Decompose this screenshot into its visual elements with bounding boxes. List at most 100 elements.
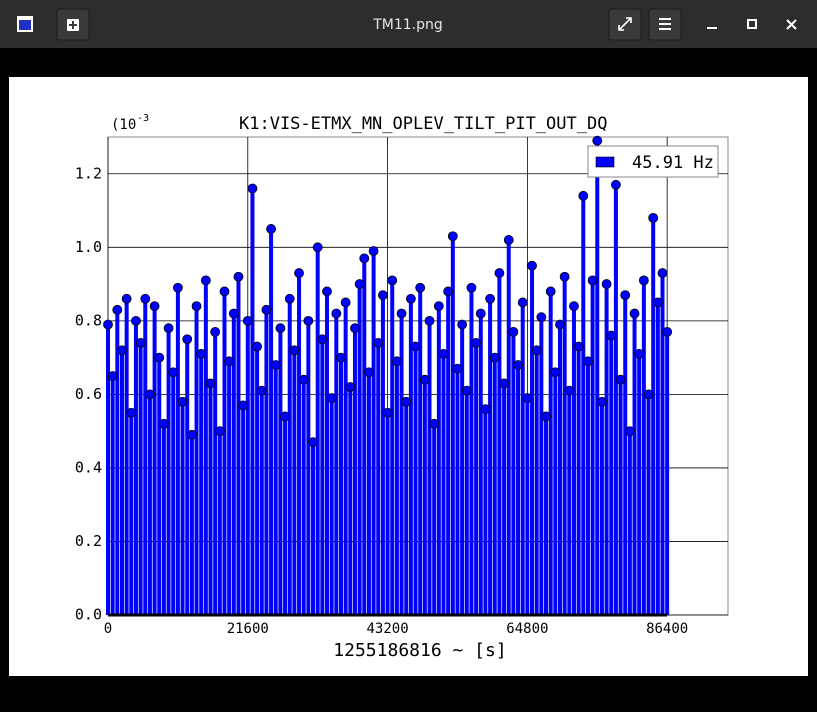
close-button[interactable] (786, 19, 797, 30)
stem-marker (186, 429, 197, 440)
stem-marker (238, 400, 249, 411)
stem-marker (340, 297, 351, 308)
plot (103, 135, 728, 617)
stem-marker (569, 301, 579, 312)
stem-marker (168, 367, 179, 378)
stem-marker (242, 315, 253, 326)
stem-marker (261, 304, 272, 315)
stem-marker (457, 319, 468, 330)
stem-marker (284, 293, 295, 304)
stem-marker (177, 396, 188, 407)
stem-marker (638, 275, 649, 286)
stem-marker (662, 326, 673, 337)
stem-marker (112, 304, 123, 315)
y-multiplier: (10 (111, 117, 136, 133)
stem-marker (252, 341, 263, 352)
stem-marker (597, 396, 607, 407)
stem-marker (354, 279, 365, 289)
stem-marker (219, 286, 230, 297)
stem-marker (159, 418, 169, 429)
stem-marker (541, 411, 551, 422)
stem-marker (196, 349, 207, 359)
stem-marker (587, 275, 598, 286)
stem-marker (382, 407, 393, 418)
stem-marker (233, 271, 244, 282)
stem-marker (172, 282, 183, 293)
stem-marker (620, 290, 631, 301)
stem-marker (573, 341, 584, 352)
stem-marker (107, 371, 118, 381)
stem-marker (214, 426, 225, 437)
stem-marker (322, 286, 332, 297)
stem-marker (424, 315, 435, 326)
stem-marker (140, 293, 151, 304)
stem-marker (415, 282, 426, 293)
stem-marker (191, 301, 202, 312)
stem-marker (373, 338, 384, 348)
stem-marker (396, 308, 407, 319)
stem-marker (266, 224, 276, 234)
stem-marker (336, 352, 346, 363)
stem-marker (289, 345, 300, 356)
stem-marker (559, 271, 570, 282)
maximize-button[interactable] (747, 19, 757, 29)
y-tick-label: 0.6 (75, 385, 102, 403)
y-tick-label: 0.8 (75, 311, 102, 329)
y-multiplier-exponent: -3 (137, 113, 149, 124)
stem-marker (308, 437, 318, 448)
stem-marker (494, 268, 505, 278)
stem-marker (298, 374, 309, 385)
stem-marker (499, 378, 509, 389)
stem-marker (522, 393, 533, 403)
stem-marker (182, 334, 193, 345)
stem-marker (517, 297, 528, 308)
stem-marker (545, 286, 556, 297)
stem-marker (345, 382, 356, 392)
stem-marker (200, 275, 211, 286)
stem-marker (485, 293, 495, 304)
stem-marker (145, 389, 155, 400)
x-tick-label: 43200 (367, 621, 409, 637)
stem-marker (615, 374, 626, 385)
stem-marker (433, 301, 444, 312)
app-icon (17, 16, 33, 32)
stem-marker (131, 315, 141, 326)
stem-marker (657, 268, 668, 278)
stem-marker (555, 319, 565, 330)
stem-marker (121, 293, 132, 304)
stem-marker (466, 282, 477, 293)
x-tick-label: 21600 (227, 621, 269, 637)
legend: 45.91 Hz (587, 145, 719, 178)
stem-marker (410, 341, 421, 352)
stem-marker (461, 385, 472, 396)
x-tick-label: 0 (104, 621, 112, 637)
y-tick-label: 0.0 (75, 606, 102, 624)
stem-marker (531, 345, 542, 356)
new-button[interactable] (56, 8, 90, 41)
stem-marker (135, 338, 146, 348)
stem-marker (294, 268, 304, 278)
stem-marker (280, 411, 290, 422)
stem-marker (317, 334, 328, 345)
stem-marker (359, 253, 370, 264)
stem-marker (163, 323, 174, 334)
stem-marker (513, 360, 523, 370)
stem-marker (126, 407, 137, 418)
stem-marker (247, 183, 258, 194)
legend-swatch (595, 156, 615, 168)
stem-marker (508, 326, 519, 337)
stem-marker (392, 356, 402, 367)
stem-marker (378, 290, 388, 301)
menu-button[interactable] (648, 8, 682, 41)
y-tick-label: 0.4 (75, 458, 102, 476)
stem-marker (103, 319, 113, 330)
stem-marker (643, 389, 654, 400)
fullscreen-button[interactable] (608, 8, 642, 41)
stem-marker (536, 312, 547, 323)
stem-marker (471, 338, 482, 348)
legend-label: 45.91 Hz (632, 153, 714, 173)
stem-marker (419, 374, 430, 385)
stem-marker (611, 179, 621, 190)
